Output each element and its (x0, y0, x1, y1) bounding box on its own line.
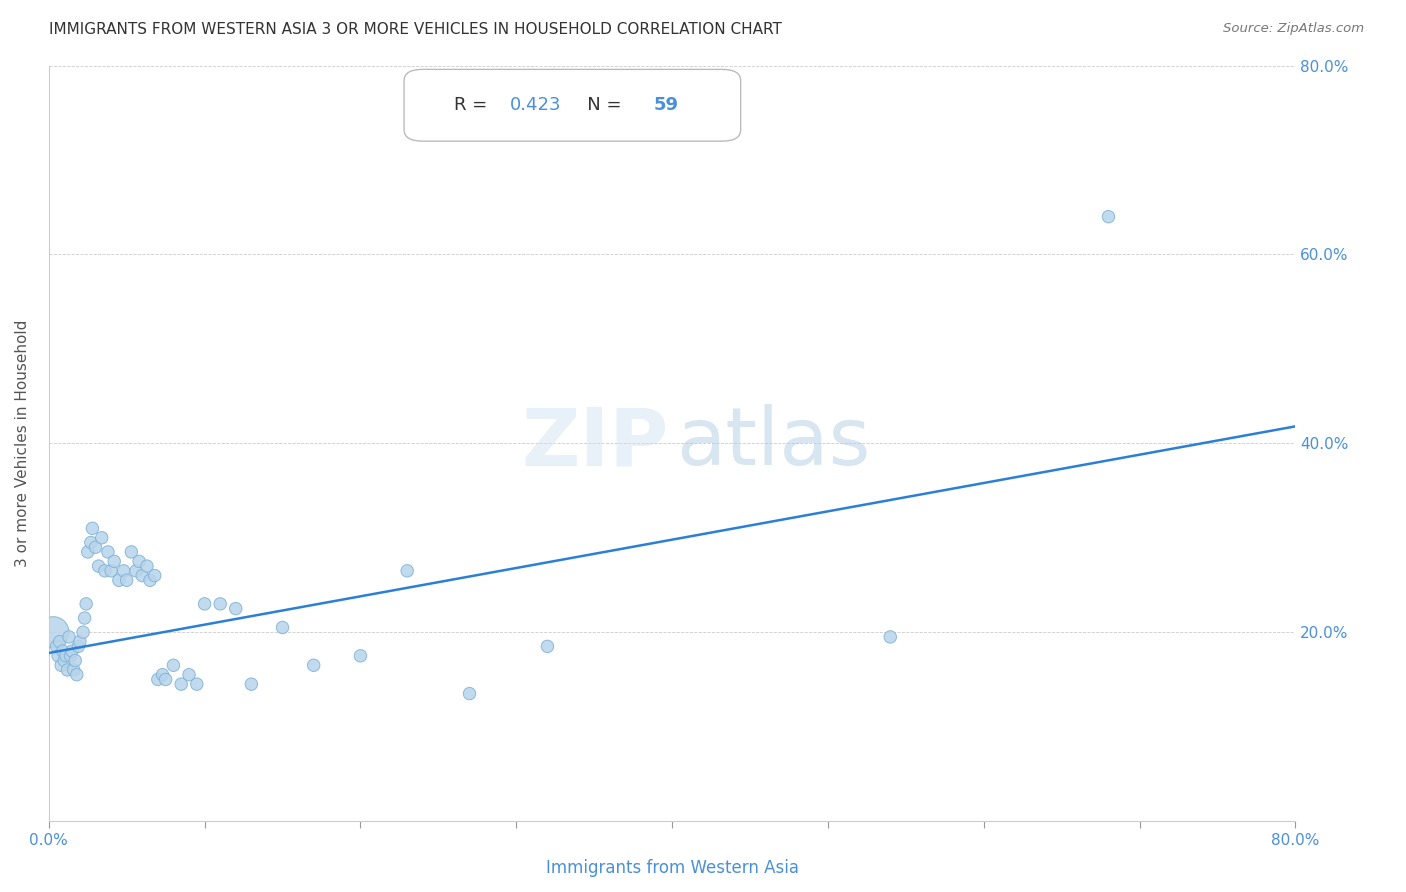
Point (458, 687, 481, 701)
Point (48, 634, 70, 648)
Point (53, 654, 76, 668)
Point (396, 564, 419, 578)
Point (125, 564, 148, 578)
Point (536, 640, 558, 654)
Point (87, 559, 110, 574)
Point (240, 677, 263, 691)
Point (108, 574, 131, 588)
Point (62, 663, 84, 677)
Text: 59: 59 (654, 96, 679, 114)
Point (225, 601, 247, 615)
Point (58, 630, 80, 644)
Point (42, 625, 65, 640)
FancyBboxPatch shape (404, 70, 741, 141)
Text: IMMIGRANTS FROM WESTERN ASIA 3 OR MORE VEHICLES IN HOUSEHOLD CORRELATION CHART: IMMIGRANTS FROM WESTERN ASIA 3 OR MORE V… (49, 22, 782, 37)
Text: N =: N = (569, 96, 627, 114)
Point (69, 634, 91, 648)
X-axis label: Immigrants from Western Asia: Immigrants from Western Asia (546, 859, 799, 877)
Point (46, 648, 69, 663)
Point (103, 554, 125, 568)
Text: R =: R = (454, 96, 494, 114)
Point (170, 677, 193, 691)
Point (51, 658, 73, 673)
Point (162, 658, 184, 673)
Point (45, 640, 67, 654)
Point (75, 597, 97, 611)
Text: 0.423: 0.423 (510, 96, 561, 114)
Point (94, 564, 117, 578)
Point (82, 521, 104, 535)
Point (90, 531, 112, 545)
Point (120, 545, 142, 559)
Point (66, 667, 89, 681)
Point (152, 667, 174, 681)
Point (302, 658, 325, 673)
Text: Source: ZipAtlas.com: Source: ZipAtlas.com (1223, 22, 1364, 36)
Point (84, 540, 107, 554)
Point (100, 564, 122, 578)
Point (177, 667, 200, 681)
Point (55, 648, 77, 663)
Point (146, 673, 169, 687)
Point (271, 620, 294, 634)
Point (67, 640, 90, 654)
Point (73, 611, 96, 625)
Point (186, 677, 208, 691)
Point (80, 535, 103, 549)
Point (131, 568, 153, 582)
Point (76, 545, 98, 559)
Point (65, 654, 87, 668)
Y-axis label: 3 or more Vehicles in Household: 3 or more Vehicles in Household (15, 319, 30, 567)
Point (209, 597, 232, 611)
Text: atlas: atlas (676, 404, 870, 483)
Point (155, 673, 177, 687)
Point (139, 574, 162, 588)
Point (97, 545, 120, 559)
Point (60, 644, 83, 658)
Point (143, 568, 166, 582)
Point (349, 648, 371, 663)
Point (194, 597, 217, 611)
Point (879, 630, 901, 644)
Point (59, 648, 82, 663)
Point (136, 559, 159, 574)
Point (1097, 210, 1119, 224)
Point (72, 625, 94, 640)
Text: ZIP: ZIP (522, 404, 668, 483)
Point (56, 663, 79, 677)
Point (52, 644, 75, 658)
Point (112, 564, 135, 578)
Point (115, 574, 138, 588)
Point (128, 554, 150, 568)
